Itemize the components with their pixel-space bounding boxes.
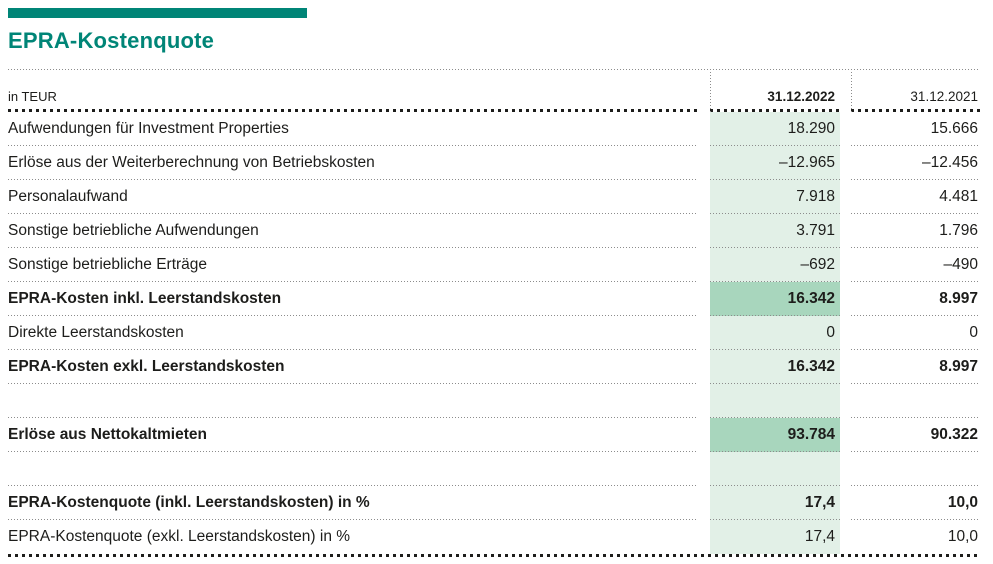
- page-title: EPRA-Kostenquote: [8, 28, 215, 53]
- column-gap: [840, 146, 851, 180]
- value-2021: 10,0: [851, 486, 980, 520]
- column-gap: [840, 248, 851, 282]
- column-gap: [840, 180, 851, 214]
- row-label: EPRA-Kostenquote (exkl. Leerstandskosten…: [8, 528, 351, 545]
- column-header-2022: 31.12.2022: [710, 69, 840, 112]
- value-2022: [710, 384, 840, 418]
- row-label: Direkte Leerstandskosten: [8, 316, 697, 350]
- row-label: [8, 384, 697, 418]
- unit-label: in TEUR: [8, 69, 697, 112]
- column-gap: [840, 282, 851, 316]
- row-label: EPRA-Kosten exkl. Leerstandskosten: [8, 350, 697, 384]
- table-row: Sonstige betriebliche Aufwendungen 3.791 1…: [8, 214, 980, 248]
- column-gap: [697, 316, 710, 350]
- value-2021: –490: [851, 248, 980, 282]
- value-2021: 8.997: [851, 350, 980, 384]
- value-2021: 90.322: [851, 418, 980, 452]
- row-label: Erlöse aus Nettokaltmieten: [8, 418, 697, 452]
- column-gap: [840, 418, 851, 452]
- table-row: EPRA-Kostenquote (inkl. Leerstandskosten…: [8, 486, 980, 520]
- column-gap: [840, 384, 851, 418]
- epra-cost-table: in TEUR 31.12.2022 31.12.2021 Aufwendung…: [8, 69, 980, 557]
- row-label: [8, 452, 697, 486]
- value-2022: 0: [710, 316, 840, 350]
- row-label: EPRA-Kosten inkl. Leerstandskosten: [8, 282, 697, 316]
- column-gap: [840, 486, 851, 520]
- table-row: Direkte Leerstandskosten 0 0: [8, 316, 980, 350]
- value-2022: [710, 452, 840, 486]
- column-gap: [697, 384, 710, 418]
- column-gap: [697, 520, 710, 554]
- value-2021: 10,0: [947, 528, 978, 545]
- row-label: EPRA-Kostenquote (inkl. Leerstandskosten…: [8, 486, 697, 520]
- value-2021: 1.796: [851, 214, 980, 248]
- table-header-row: in TEUR 31.12.2022 31.12.2021: [8, 69, 980, 112]
- accent-bar: [8, 8, 307, 18]
- table-row: Erlöse aus der Weiterberechnung von Betr…: [8, 146, 980, 180]
- table-row: Erlöse aus Nettokaltmieten 93.784 90.322: [8, 418, 980, 452]
- value-2022: 7.918: [710, 180, 840, 214]
- table-row: Aufwendungen für Investment Properties 18…: [8, 112, 980, 146]
- table-spacer-row: [8, 384, 980, 418]
- table-row: EPRA-Kosten inkl. Leerstandskosten 16.342…: [8, 282, 980, 316]
- table-spacer-row: [8, 452, 980, 486]
- column-gap: [697, 486, 710, 520]
- value-2022: –12.965: [710, 146, 840, 180]
- column-gap: [840, 316, 851, 350]
- column-gap: [697, 418, 710, 452]
- value-2022: 16.342: [710, 282, 840, 316]
- column-gap: [697, 248, 710, 282]
- column-gap: [697, 112, 710, 146]
- column-gap: [697, 452, 710, 486]
- value-2021: 0: [851, 316, 980, 350]
- column-gap: [840, 112, 851, 146]
- value-2022: 16.342: [710, 350, 840, 384]
- table-row: EPRA-Kostenquote (exkl. Leerstandskosten…: [8, 520, 980, 554]
- row-label: Personalaufwand: [8, 180, 697, 214]
- column-gap: [697, 180, 710, 214]
- column-gap: [697, 214, 710, 248]
- column-gap: [840, 214, 851, 248]
- table-row: Personalaufwand 7.918 4.481: [8, 180, 980, 214]
- column-header-2021: 31.12.2021: [851, 69, 980, 112]
- table-bottom-rule: [8, 554, 980, 557]
- value-2021: [851, 452, 980, 486]
- value-2022: 93.784: [710, 418, 840, 452]
- row-label: Aufwendungen für Investment Properties: [8, 112, 697, 146]
- table-row: Sonstige betriebliche Erträge –692 –490: [8, 248, 980, 282]
- column-gap: [840, 452, 851, 486]
- column-gap: [697, 146, 710, 180]
- value-2021: [851, 384, 980, 418]
- row-label: Sonstige betriebliche Aufwendungen: [8, 214, 697, 248]
- column-gap: [697, 282, 710, 316]
- column-gap: [697, 69, 710, 112]
- value-2022: –692: [710, 248, 840, 282]
- column-gap: [840, 69, 851, 112]
- value-2022: 18.290: [710, 112, 840, 146]
- table-body: Aufwendungen für Investment Properties 18…: [8, 112, 980, 554]
- value-2021: –12.456: [851, 146, 980, 180]
- table-row: EPRA-Kosten exkl. Leerstandskosten 16.342…: [8, 350, 980, 384]
- row-label: Sonstige betriebliche Erträge: [8, 248, 697, 282]
- value-2022: 17,4: [710, 486, 840, 520]
- value-2021: 4.481: [851, 180, 980, 214]
- value-2021: 15.666: [851, 112, 980, 146]
- value-2022: 17,4: [710, 520, 840, 554]
- value-2022: 3.791: [710, 214, 840, 248]
- column-gap: [840, 350, 851, 384]
- column-gap: [697, 350, 710, 384]
- column-gap: [840, 520, 851, 554]
- value-2021: 8.997: [851, 282, 980, 316]
- row-label: Erlöse aus der Weiterberechnung von Betr…: [8, 146, 697, 180]
